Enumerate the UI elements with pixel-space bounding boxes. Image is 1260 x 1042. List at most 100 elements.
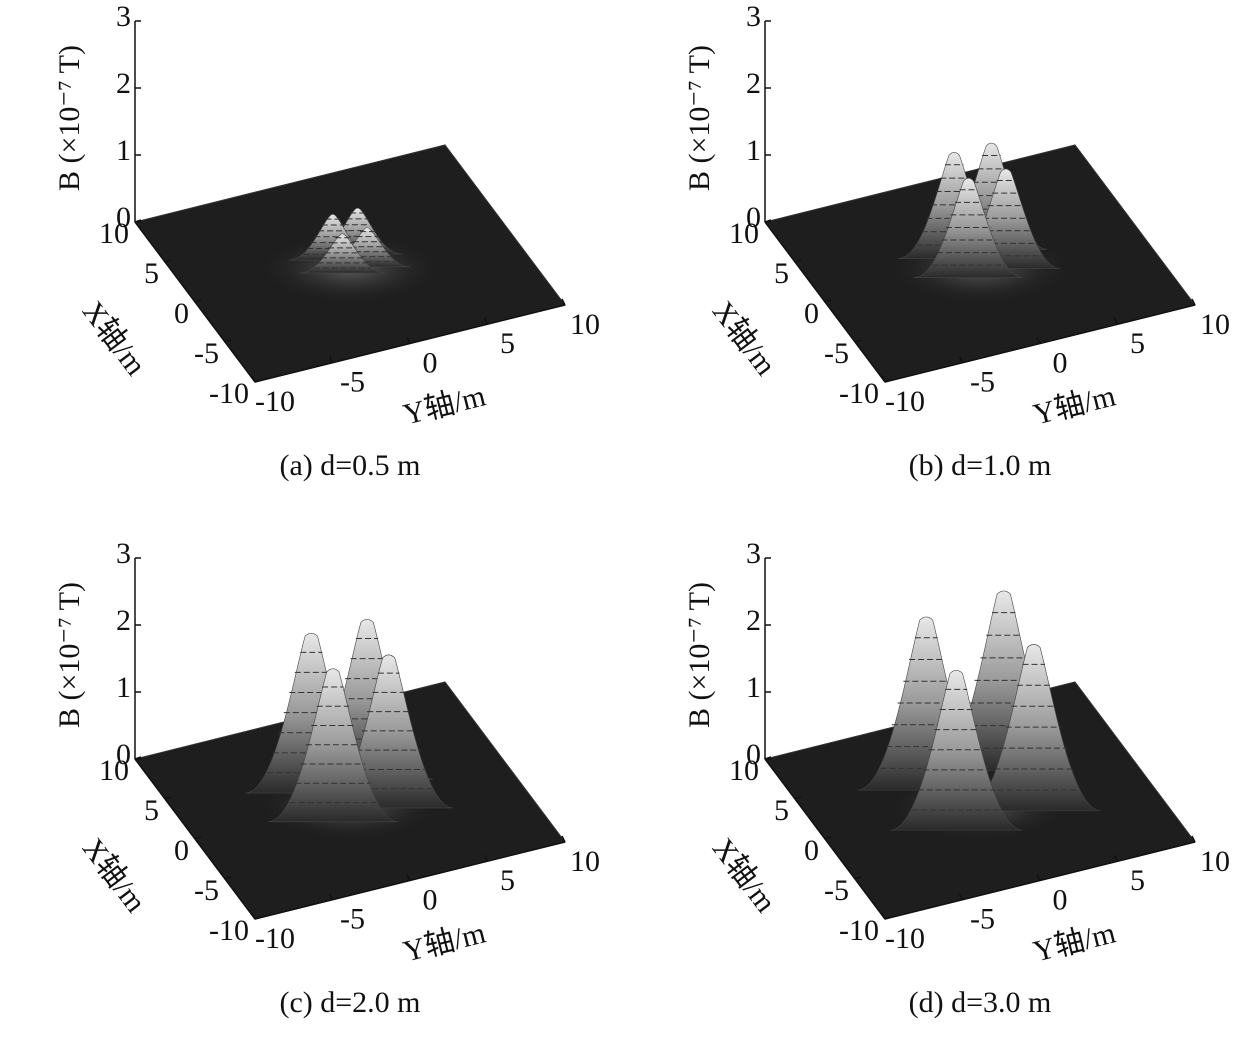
x-tick-label: 0: [804, 297, 819, 330]
y-axis-label: Y轴/m: [1030, 379, 1119, 431]
y-tick-label: -5: [340, 903, 365, 936]
x-tick-label: 10: [99, 754, 129, 787]
x-tick: [824, 836, 832, 840]
z-tick-label: 1: [116, 134, 131, 167]
panel-caption: (d) d=3.0 m: [909, 986, 1052, 1019]
x-tick-label: -10: [839, 914, 879, 947]
x-tick: [254, 379, 262, 383]
y-tick: [881, 375, 886, 383]
x-axis-label: X轴/m: [76, 832, 153, 918]
y-tick-label: 5: [1130, 864, 1145, 897]
z-tick-label: 3: [116, 537, 131, 570]
y-tick-label: -5: [970, 366, 995, 399]
z-tick-label: 2: [746, 604, 761, 637]
y-tick: [561, 298, 566, 306]
y-tick-label: -10: [885, 922, 925, 955]
x-tick: [164, 259, 172, 263]
x-tick: [134, 756, 142, 760]
y-tick-label: 10: [570, 845, 600, 878]
x-tick-label: 5: [144, 257, 159, 290]
y-tick: [958, 356, 964, 364]
z-tick-label: 3: [746, 0, 761, 33]
y-tick-label: -5: [340, 366, 365, 399]
y-tick: [1113, 854, 1119, 862]
y-tick-label: 0: [1053, 883, 1068, 916]
y-tick: [328, 893, 334, 901]
x-tick: [794, 259, 802, 263]
y-axis-label: Y轴/m: [400, 916, 489, 968]
y-tick: [958, 893, 964, 901]
x-tick: [764, 756, 772, 760]
y-tick-label: 10: [1200, 308, 1230, 341]
y-tick: [328, 356, 334, 364]
x-axis-label: X轴/m: [706, 832, 783, 918]
y-tick: [881, 912, 886, 920]
z-tick-label: 3: [116, 0, 131, 33]
z-tick-label: 2: [116, 604, 131, 637]
x-tick: [764, 219, 772, 223]
x-tick-label: -5: [194, 337, 219, 370]
y-tick-label: -10: [885, 385, 925, 418]
y-tick-label: 0: [423, 346, 438, 379]
x-tick-label: -10: [209, 377, 249, 410]
z-axis-label: B (×10⁻⁷ T): [53, 45, 86, 191]
x-tick-label: -5: [194, 874, 219, 907]
x-tick-label: 5: [144, 794, 159, 827]
z-axis-label: B (×10⁻⁷ T): [53, 582, 86, 728]
z-axis-label: B (×10⁻⁷ T): [683, 45, 716, 191]
y-tick-label: 5: [500, 327, 515, 360]
x-tick-label: -5: [824, 874, 849, 907]
z-tick-label: 1: [116, 671, 131, 704]
x-tick: [254, 916, 262, 920]
x-tick: [194, 836, 202, 840]
z-tick-label: 0: [746, 201, 761, 234]
x-tick-label: 5: [774, 257, 789, 290]
y-tick-label: 0: [423, 883, 438, 916]
y-tick: [561, 835, 566, 843]
panel-caption: (a) d=0.5 m: [279, 449, 420, 482]
y-tick: [1191, 835, 1196, 843]
y-tick-label: 5: [500, 864, 515, 897]
y-tick: [483, 317, 489, 325]
y-tick: [1036, 337, 1041, 344]
x-tick-label: 0: [174, 297, 189, 330]
panel-caption: (c) d=2.0 m: [279, 986, 420, 1019]
x-tick: [224, 339, 232, 343]
z-tick-label: 2: [116, 67, 131, 100]
x-tick: [194, 299, 202, 303]
x-tick-label: 10: [729, 754, 759, 787]
y-tick-label: 0: [1053, 346, 1068, 379]
y-axis-label: Y轴/m: [1030, 916, 1119, 968]
x-tick-label: -5: [824, 337, 849, 370]
x-tick: [884, 379, 892, 383]
y-tick: [1191, 298, 1196, 306]
x-tick-label: 10: [99, 217, 129, 250]
y-tick: [1036, 874, 1041, 881]
y-tick-label: -10: [255, 922, 295, 955]
y-tick: [251, 912, 256, 920]
y-tick: [483, 854, 489, 862]
x-tick: [794, 796, 802, 800]
y-tick: [251, 375, 256, 383]
x-tick-label: 5: [774, 794, 789, 827]
x-axis-label: X轴/m: [706, 295, 783, 381]
x-tick-label: -10: [209, 914, 249, 947]
x-tick: [854, 876, 862, 880]
x-tick: [134, 219, 142, 223]
y-axis-label: Y轴/m: [400, 379, 489, 431]
y-tick-label: -10: [255, 385, 295, 418]
x-tick: [824, 299, 832, 303]
y-tick: [406, 874, 411, 881]
y-tick-label: 10: [1200, 845, 1230, 878]
z-axis-label: B (×10⁻⁷ T): [683, 582, 716, 728]
z-tick-label: 0: [746, 738, 761, 771]
x-tick: [854, 339, 862, 343]
x-tick-label: 0: [804, 834, 819, 867]
x-tick: [884, 916, 892, 920]
x-axis-label: X轴/m: [76, 295, 153, 381]
x-tick-label: 10: [729, 217, 759, 250]
x-tick: [164, 796, 172, 800]
